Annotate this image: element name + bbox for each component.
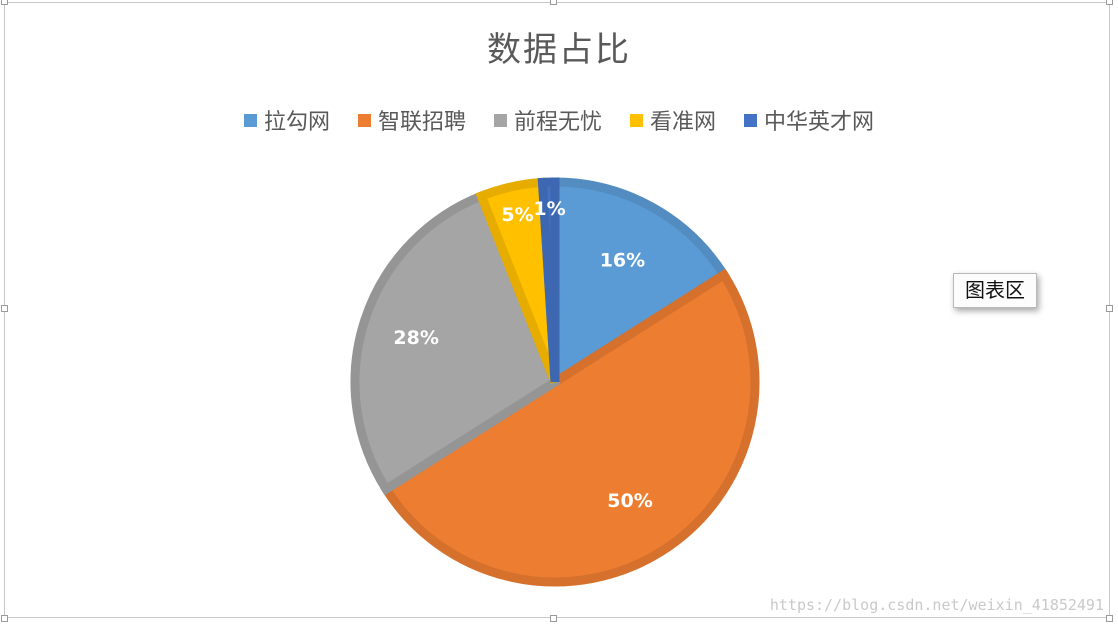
- pie-slice[interactable]: [550, 177, 731, 391]
- legend-swatch: [243, 113, 257, 127]
- legend-swatch: [630, 113, 643, 127]
- legend-item[interactable]: 中华英才网: [744, 104, 874, 136]
- legend-item[interactable]: 拉勾网: [243, 104, 330, 136]
- resize-handle-bottom[interactable]: [550, 615, 557, 622]
- data-label: 50%: [607, 490, 652, 512]
- pie-slice[interactable]: [537, 177, 560, 383]
- legend-swatch: [357, 113, 371, 127]
- legend-swatch: [744, 113, 758, 127]
- chart-title[interactable]: 数据占比: [487, 30, 631, 70]
- pie-slice[interactable]: [379, 268, 760, 587]
- legend-item[interactable]: 看准网: [630, 104, 716, 136]
- watermark: https://blog.csdn.net/weixin_41852491: [769, 596, 1104, 614]
- data-label: 16%: [600, 249, 645, 271]
- pie-slice[interactable]: [350, 190, 561, 496]
- legend-label: 拉勾网: [263, 110, 330, 135]
- legend-label: 看准网: [650, 110, 717, 135]
- chart-legend[interactable]: 拉勾网 智联招聘 前程无忧 看准网 中华英才网: [0, 104, 1118, 136]
- resize-handle-left[interactable]: [1, 305, 8, 312]
- data-label: 1%: [533, 198, 565, 220]
- resize-handle-top-left[interactable]: [1, 0, 8, 5]
- resize-handle-right[interactable]: [1106, 305, 1113, 312]
- resize-handle-bottom-left[interactable]: [1, 615, 8, 622]
- legend-label: 智联招聘: [377, 110, 466, 135]
- legend-label: 中华英才网: [764, 110, 875, 135]
- resize-handle-top-right[interactable]: [1106, 0, 1113, 5]
- legend-item[interactable]: 智联招聘: [357, 104, 466, 136]
- legend-item[interactable]: 前程无忧: [493, 104, 602, 136]
- chart-area-tooltip: 图表区: [953, 273, 1037, 308]
- legend-swatch: [493, 113, 507, 127]
- data-label: 5%: [501, 204, 533, 226]
- resize-handle-bottom-right[interactable]: [1106, 615, 1113, 622]
- legend-label: 前程无忧: [513, 110, 602, 135]
- resize-handle-top[interactable]: [550, 0, 557, 5]
- data-label: 28%: [393, 327, 438, 349]
